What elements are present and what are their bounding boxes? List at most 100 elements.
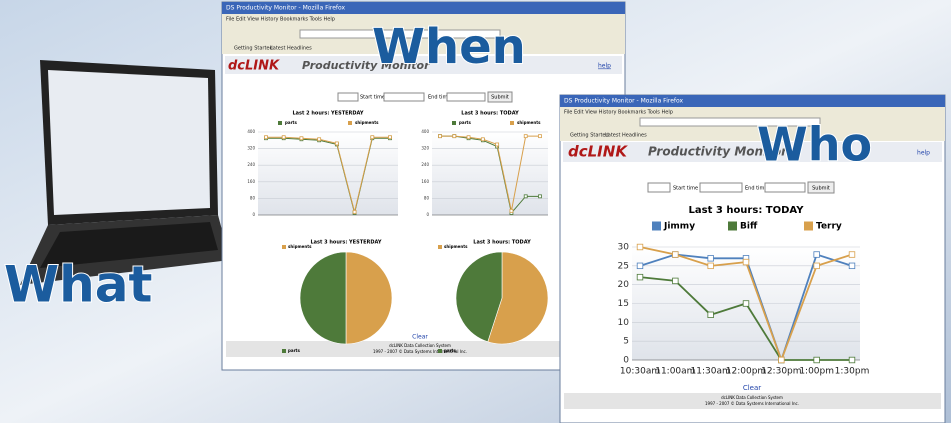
data-point	[708, 263, 714, 269]
plot-area	[258, 132, 398, 215]
range-select[interactable]	[338, 93, 358, 101]
data-point	[353, 210, 356, 213]
submit-label: Submit	[812, 186, 830, 192]
data-point	[539, 135, 542, 138]
plot-area	[432, 132, 548, 215]
footer-text: dcLINK Data Collection System	[721, 395, 783, 400]
logo: dcLINK	[228, 59, 280, 74]
legend-label: shipments	[288, 244, 312, 249]
data-point	[389, 136, 392, 139]
data-point	[539, 195, 542, 198]
legend-label: Biff	[740, 222, 758, 232]
callout-what: What	[4, 256, 152, 314]
chart-title: Last 2 hours: YESTERDAY	[292, 111, 363, 117]
data-point	[673, 252, 679, 258]
legend-swatch	[438, 245, 442, 249]
data-point	[439, 135, 442, 138]
legend-label: Jimmy	[663, 222, 695, 232]
legend-label: parts	[285, 120, 297, 125]
y-tick-label: 80	[250, 195, 256, 200]
data-point	[708, 256, 714, 262]
y-tick-label: 30	[618, 243, 630, 253]
x-tick-label: 12:30pm	[761, 367, 801, 377]
form-label: Start time	[673, 186, 698, 192]
x-tick-label: 11:00am	[655, 367, 695, 377]
data-point	[371, 136, 374, 139]
legend-swatch	[804, 222, 813, 231]
end-input[interactable]	[765, 183, 805, 192]
x-tick-label: 1:30pm	[835, 367, 870, 377]
legend-swatch	[282, 245, 286, 249]
range-select[interactable]	[648, 183, 670, 192]
start-input[interactable]	[700, 183, 742, 192]
data-point	[510, 209, 513, 212]
start-input[interactable]	[384, 93, 424, 101]
data-point	[814, 252, 820, 258]
form-label: End time	[745, 186, 767, 192]
legend-swatch	[438, 349, 442, 353]
footer-text: 1997 - 2007 © Data Systems International…	[705, 401, 799, 406]
clear-link[interactable]: Clear	[412, 334, 428, 341]
data-point	[318, 138, 321, 141]
legend-swatch	[282, 349, 286, 353]
data-point	[335, 142, 338, 145]
y-tick-label: 400	[247, 129, 255, 134]
footer-text: dcLINK Data Collection System	[389, 343, 451, 348]
help-link[interactable]: help	[917, 150, 930, 157]
y-tick-label: 0	[623, 356, 629, 366]
data-point	[849, 357, 855, 363]
data-point	[524, 195, 527, 198]
legend-label: parts	[444, 348, 456, 353]
end-input[interactable]	[447, 93, 485, 101]
data-point	[300, 137, 303, 140]
data-point	[637, 263, 643, 269]
chart-title: Last 3 hours: TODAY	[473, 240, 531, 246]
data-point	[743, 259, 749, 265]
y-tick-label: 320	[421, 146, 429, 151]
help-link[interactable]: help	[598, 63, 611, 70]
window-title: DS Productivity Monitor - Mozilla Firefo…	[226, 5, 345, 12]
data-point	[524, 135, 527, 138]
legend-label: parts	[288, 348, 300, 353]
legend-swatch	[728, 222, 737, 231]
y-tick-label: 80	[424, 195, 430, 200]
data-point	[743, 301, 749, 307]
y-tick-label: 320	[247, 146, 255, 151]
chart-title: Last 3 hours: YESTERDAY	[310, 240, 381, 246]
callout-who: Who	[757, 118, 872, 172]
bookmark: Latest Headlines	[270, 46, 312, 52]
x-tick-label: 11:30am	[691, 367, 731, 377]
legend-label: shipments	[444, 244, 468, 249]
callout-when: When	[372, 19, 526, 75]
x-tick-label: 10:30am	[620, 367, 660, 377]
x-tick-label: 1:00pm	[799, 367, 834, 377]
legend-label: shipments	[517, 120, 541, 125]
legend-swatch	[348, 121, 352, 125]
y-tick-label: 240	[247, 162, 255, 167]
data-point	[467, 136, 470, 139]
data-point	[849, 263, 855, 269]
scene: DS Productivity Monitor - Mozilla Firefo…	[0, 0, 951, 423]
data-point	[779, 357, 785, 363]
data-point	[496, 143, 499, 146]
bookmark: Getting Started	[234, 46, 273, 52]
y-tick-label: 10	[618, 318, 630, 328]
legend-label: shipments	[355, 120, 379, 125]
data-point	[673, 278, 679, 284]
logo: dcLINK	[568, 143, 628, 161]
data-point	[453, 135, 456, 138]
y-tick-label: 5	[623, 337, 629, 347]
data-point	[282, 136, 285, 139]
data-point	[637, 244, 643, 250]
bookmark: Getting Started	[570, 133, 609, 139]
legend-label: parts	[459, 120, 471, 125]
legend-swatch	[278, 121, 282, 125]
bookmark: Latest Headlines	[605, 133, 647, 139]
legend-swatch	[510, 121, 514, 125]
window-title: DS Productivity Monitor - Mozilla Firefo…	[564, 98, 683, 105]
data-point	[481, 138, 484, 141]
data-point	[814, 263, 820, 269]
data-point	[265, 136, 268, 139]
page: {"callouts": {"what": "What", "when": "W…	[0, 0, 951, 423]
clear-link[interactable]: Clear	[743, 384, 761, 392]
